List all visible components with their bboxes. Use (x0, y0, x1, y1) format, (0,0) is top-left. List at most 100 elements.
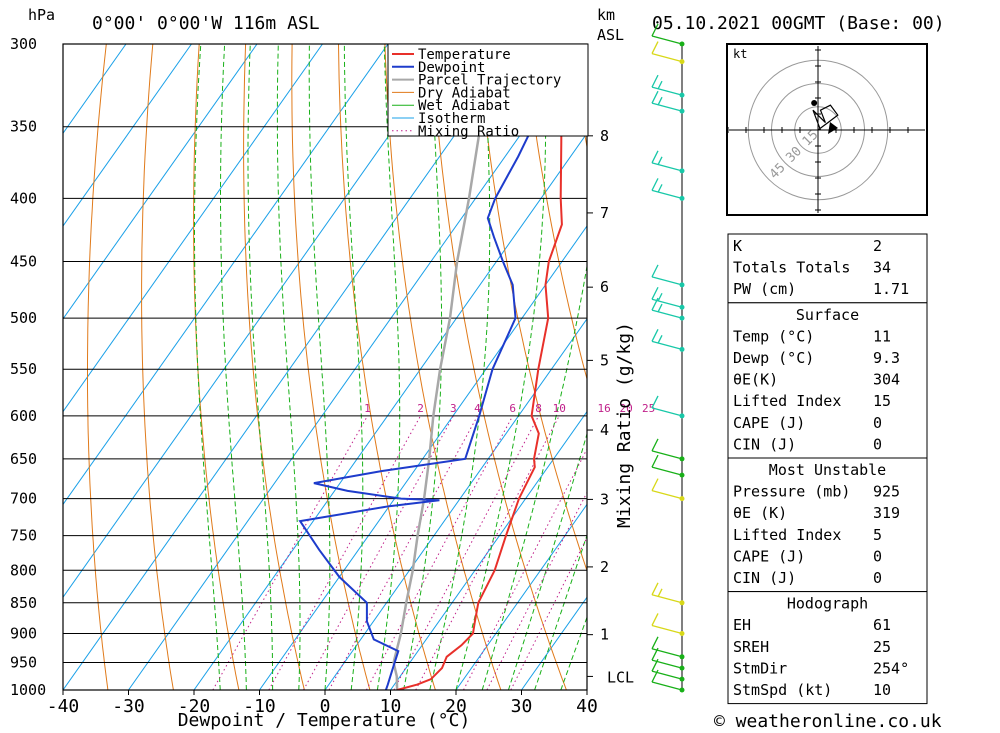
mixing-ratio-label: 4 (474, 402, 481, 415)
x-axis-title: Dewpoint / Temperature (°C) (178, 710, 471, 731)
location-label: 0°00' 0°00'W 116m ASL (92, 13, 320, 34)
table-row-label: StmSpd (kt) (733, 681, 832, 699)
sounding-tables: K 2 Totals Totals 34 PW (cm) 1.71 Surface Temp … (727, 233, 928, 705)
wind-barb-flag (651, 150, 659, 164)
wind-barb-flag (651, 286, 659, 300)
wet-adiabat-line (308, 44, 331, 690)
km-axis: 1 2 3 4 5 6 7 8 LCL (587, 127, 634, 686)
wind-barb-flag (651, 41, 659, 54)
isotherm-line (63, 44, 192, 227)
hodograph-unit: kt (733, 47, 747, 61)
wind-barb (651, 478, 685, 502)
table-row-label: Dewp (°C) (733, 349, 814, 367)
table-row-value: 304 (873, 371, 900, 389)
wind-barb-shaft (651, 340, 683, 350)
wind-barb-flag (651, 438, 659, 452)
table-row-value: 254° (873, 659, 909, 677)
wind-barb-flag (651, 395, 659, 409)
lcl-label: LCL (607, 668, 634, 686)
table-row-label: StmDir (733, 659, 787, 677)
km-tick-label: 4 (600, 421, 609, 439)
isotherm-line (63, 44, 454, 599)
storm-motion-marker (811, 100, 818, 106)
wind-barb-flag (651, 478, 659, 491)
wind-barb-shaft (651, 624, 683, 635)
wind-barb-shaft (651, 659, 683, 669)
table-row-value: 15 (873, 392, 891, 410)
hodograph-trace (812, 104, 839, 131)
wind-barb (651, 41, 685, 65)
temperature-tick-label: -10 (243, 696, 276, 717)
pressure-tick-label: 350 (10, 118, 37, 136)
wind-barb-flag (651, 636, 659, 650)
wind-barb-shaft (651, 670, 683, 680)
wind-barb (651, 264, 685, 288)
isotherm-line (193, 132, 587, 690)
table-row-label: CIN (J) (733, 435, 796, 453)
mixing-ratio-label: 16 (598, 402, 611, 415)
pressure-tick-label: 650 (10, 450, 37, 468)
wind-barb (651, 438, 685, 462)
wind-barb-shaft (651, 189, 683, 199)
table-row-value: 10 (873, 681, 891, 699)
table-row-label: SREH (733, 638, 769, 656)
km-tick-label: 8 (600, 127, 609, 145)
legend-entry: Temperature (418, 47, 511, 63)
isotherm-line (324, 317, 587, 690)
wet-adiabat-line (507, 432, 587, 690)
wind-barb-flag (657, 184, 663, 193)
isotherm-line (455, 503, 587, 690)
wind-barb-shaft (651, 450, 683, 460)
pressure-tick-label: 600 (10, 407, 37, 425)
km-tick-label: 3 (600, 490, 609, 508)
pressure-tick-label: 700 (10, 490, 37, 508)
table-block (727, 233, 928, 304)
wind-barb-flag (651, 454, 659, 468)
mixing-ratio-line (415, 415, 560, 690)
temperature-tick-label: -40 (47, 696, 80, 717)
wind-barb (651, 90, 685, 114)
temperature-axis: -40 -30 -20 -10 0 10 20 30 40 (47, 690, 598, 717)
wind-barb-flag (657, 588, 663, 598)
pressure-axis: 300 350 400 450 500 550 600 650 700 750 800 850 900 9… (10, 35, 46, 699)
dry-adiabat-line (942, 44, 1000, 690)
dry-adiabat-line (989, 44, 1000, 690)
km-tick-label: 5 (600, 351, 609, 369)
table-row-value: 11 (873, 327, 891, 345)
table-row-label: Temp (°C) (733, 327, 814, 345)
wind-barb (651, 23, 685, 47)
pressure-tick-label: 300 (10, 35, 37, 53)
wind-barb (651, 150, 685, 174)
wind-barb-flag (651, 74, 659, 88)
km-tick-label: 6 (600, 278, 609, 296)
wind-barb-flag (657, 303, 663, 313)
wind-barb-shaft (651, 489, 683, 500)
mixing-ratio-label: 2 (417, 402, 424, 415)
isobar-grid (63, 43, 587, 691)
wet-adiabat-line (343, 44, 364, 690)
wind-barb-shaft (651, 102, 683, 112)
plot-frame (62, 43, 588, 691)
pressure-tick-label: 900 (10, 624, 37, 642)
table-block (727, 302, 928, 459)
wind-barb-flag (657, 156, 663, 166)
isotherm-line (63, 44, 389, 506)
wind-barb-flag (651, 23, 659, 37)
dry-adiabat-line (430, 44, 567, 690)
wind-barb-shaft (651, 86, 683, 96)
pressure-tick-label: 450 (10, 253, 37, 271)
temperature-tick-label: -20 (178, 696, 211, 717)
isotherm-line (259, 225, 587, 690)
wind-barb-flag (651, 582, 659, 596)
pressure-tick-label: 850 (10, 594, 37, 612)
wind-barbs (651, 23, 685, 693)
wet-adiabat-line (455, 44, 547, 690)
table-row-value: 34 (873, 259, 891, 277)
table-row-label: CAPE (J) (733, 414, 805, 432)
wet-adiabat-line (376, 44, 401, 690)
table-row-label: EH (733, 616, 751, 634)
temperature-tick-label: -30 (112, 696, 145, 717)
wind-barb (651, 636, 685, 660)
